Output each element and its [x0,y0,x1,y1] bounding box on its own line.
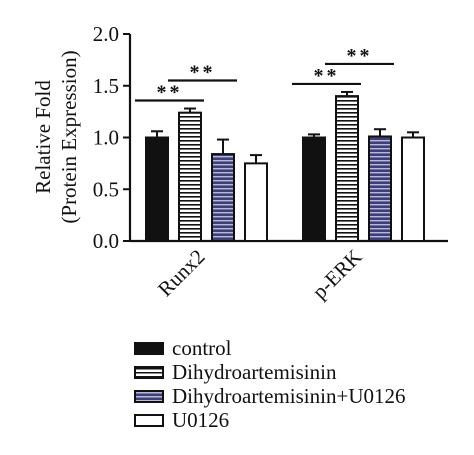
legend-label-control: control [172,336,232,360]
significance-label: ** [157,82,183,104]
significance-label: ** [347,45,373,67]
x-tick-label: Runx2 [153,245,210,302]
legend-label-dihydroartemisinin: Dihydroartemisinin [172,360,337,384]
y-axis-label-line: (Protein Expression) [57,50,81,223]
bar [178,111,202,242]
legend-label-dihydroartemisinin-u0126: Dihydroartemisinin+U0126 [172,384,406,408]
bar [145,136,169,242]
x-tick-label: p-ERK [307,245,366,304]
legend-item-dihydroartemisinin-u0126: Dihydroartemisinin+U0126 [134,384,405,408]
bar [401,136,425,242]
legend-swatch-u0126 [134,413,164,427]
y-tick-label: 1.0 [93,126,119,150]
bar-chart: Relative Fold (Protein Expression) 0.0 0.5… [31,22,448,304]
bars [145,90,425,242]
bar [211,153,235,242]
legend-item-dihydroartemisinin: Dihydroartemisinin [134,360,405,384]
y-tick-label: 2.0 [93,22,119,46]
y-tick-label: 0.0 [93,229,119,253]
legend-label-u0126: U0126 [172,408,230,432]
y-axis-label: Relative Fold (Protein Expression) [31,50,81,223]
significance-markers: ** ** ** ** [135,45,394,104]
legend-item-control: control [134,336,405,360]
bar [368,135,392,242]
bar [335,95,359,242]
legend: control Dihydroartemisinin Dihydroartemi… [134,336,405,432]
x-tick-labels: Runx2 p-ERK [153,245,367,304]
bar [302,136,326,242]
y-axis-label-line: Relative Fold [31,80,55,194]
legend-swatch-dihydroartemisinin [134,365,164,379]
significance-label: ** [314,65,340,87]
legend-swatch-control [134,341,164,355]
legend-item-u0126: U0126 [134,408,405,432]
y-tick-label: 1.5 [93,74,119,98]
significance-label: ** [190,62,216,84]
legend-swatch-dihydroartemisinin-u0126 [134,389,164,403]
bar [244,162,268,242]
y-tick-label: 0.5 [93,177,119,201]
